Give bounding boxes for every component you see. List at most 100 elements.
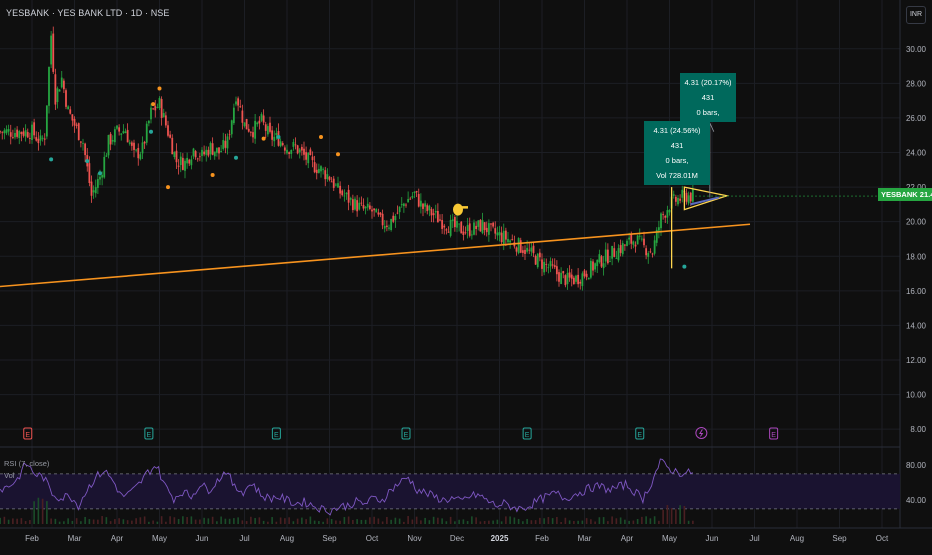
volume-bar [131, 520, 133, 524]
candle-body [424, 203, 427, 207]
candle-body [24, 130, 27, 137]
volume-bar [543, 518, 545, 524]
candle-body [124, 131, 127, 134]
volume-bar [513, 517, 516, 524]
candle-body [570, 274, 573, 279]
volume-bar [356, 519, 358, 524]
earnings-marker-label: E [147, 432, 152, 439]
candle-body [232, 107, 235, 124]
candle-body [96, 179, 99, 188]
candle-body [479, 219, 482, 232]
volume-bar [58, 521, 61, 524]
volume-bar [88, 519, 91, 524]
candle-body [256, 122, 259, 125]
candle-body [275, 133, 278, 136]
candle-body [273, 136, 276, 142]
candle-body [22, 131, 25, 136]
volume-bar [500, 521, 503, 524]
volume-bar [250, 516, 252, 524]
candle-body [190, 159, 193, 166]
candle-body [462, 231, 465, 236]
candle-body [67, 106, 70, 110]
candle-body [52, 33, 55, 72]
volume-bar [581, 520, 584, 524]
candle-body [679, 198, 682, 201]
candle-body [481, 220, 484, 234]
candle-body [385, 225, 388, 227]
candle-body [99, 176, 101, 180]
volume-bar [309, 516, 312, 524]
volume-bar [330, 519, 333, 524]
volume-bar [653, 516, 656, 524]
volume-bar [160, 516, 163, 524]
candle-body [39, 135, 42, 141]
candle-body [339, 185, 342, 194]
y-tick-label: 22.00 [906, 183, 927, 192]
candle-body [20, 132, 23, 135]
volume-bar [666, 505, 669, 524]
candle-body [48, 67, 50, 106]
volume-bar [462, 519, 465, 524]
candle-body [415, 191, 418, 193]
volume-bar [37, 497, 40, 524]
volume-bar [488, 520, 490, 524]
candle-body [528, 249, 531, 251]
candle-body [617, 248, 620, 261]
candle-body [626, 240, 628, 247]
candle-body [589, 260, 592, 278]
candle-body [402, 203, 405, 207]
currency-label[interactable]: INR [906, 6, 926, 24]
candle-body [264, 124, 267, 131]
candle-body [341, 190, 344, 196]
volume-bar [173, 517, 176, 524]
vol-label[interactable]: Vol [4, 471, 15, 480]
candle-body [186, 157, 189, 164]
x-tick-label: 2025 [491, 534, 509, 543]
candle-body [9, 132, 12, 137]
volume-bar [109, 521, 112, 524]
candle-body [466, 225, 469, 231]
candle-body [526, 247, 529, 252]
candle-body [128, 142, 131, 144]
volume-bar [522, 521, 524, 524]
earnings-marker [635, 427, 645, 440]
candle-body [419, 200, 422, 207]
candle-body [451, 219, 454, 221]
candle-body [5, 129, 8, 134]
y-tick-label: 18.00 [906, 252, 927, 261]
candle-body [494, 228, 497, 234]
volume-bar [101, 516, 103, 524]
volume-bar [135, 518, 137, 524]
candle-body [568, 272, 571, 278]
candle-body [130, 142, 133, 146]
rsi-label[interactable]: RSI (7, close) [4, 459, 50, 468]
volume-bar [271, 517, 273, 524]
x-tick-label: Mar [578, 534, 592, 543]
volume-bar [411, 519, 414, 524]
candle-body [249, 131, 252, 133]
volume-bar [7, 519, 10, 524]
chart-title: YESBANK · YES BANK LTD · 1D · NSE [6, 8, 170, 18]
symbol-label: YESBANK [881, 190, 918, 199]
candle-body [366, 203, 369, 208]
pennant-pattern [683, 186, 730, 211]
candle-body [82, 143, 84, 144]
x-tick-label: May [152, 534, 167, 543]
candle-body [113, 129, 116, 143]
volume-bar [683, 506, 686, 524]
candle-body [315, 169, 318, 174]
volume-bar [407, 516, 409, 524]
candle-body [507, 238, 509, 243]
candle-body [305, 152, 308, 160]
volume-bar [305, 519, 307, 524]
volume-bar [122, 519, 125, 524]
candle-body [351, 199, 354, 211]
candle-body [398, 206, 401, 213]
candle-body [426, 205, 429, 212]
volume-bar [615, 518, 618, 524]
candle-body [411, 196, 414, 198]
candle-body [521, 250, 524, 253]
candle-body [77, 123, 80, 141]
